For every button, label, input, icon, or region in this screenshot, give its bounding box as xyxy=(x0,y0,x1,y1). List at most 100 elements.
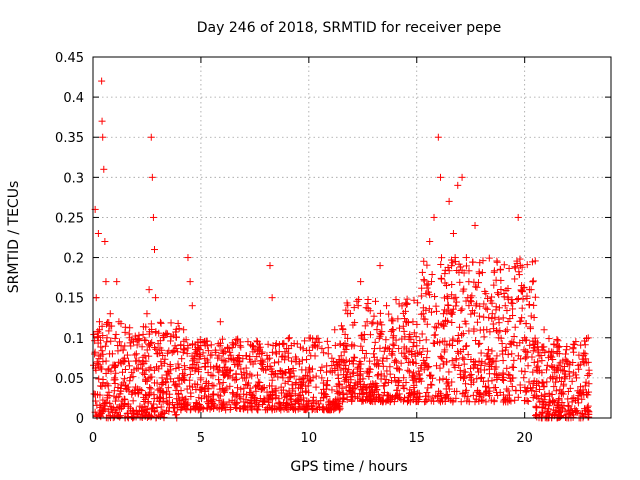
data-point xyxy=(96,408,104,416)
data-point xyxy=(526,341,534,349)
data-point xyxy=(490,281,498,289)
x-tick-label: 20 xyxy=(516,431,533,446)
data-point xyxy=(493,289,501,297)
data-point xyxy=(365,373,373,381)
data-point xyxy=(140,370,148,378)
data-point xyxy=(432,392,440,400)
data-point xyxy=(478,269,486,277)
data-point xyxy=(457,398,465,406)
data-point xyxy=(434,393,442,401)
data-point xyxy=(426,238,434,246)
data-point xyxy=(525,378,533,386)
data-point xyxy=(134,336,142,344)
data-point xyxy=(462,380,470,388)
data-point xyxy=(495,304,503,312)
data-point xyxy=(195,394,203,402)
data-point xyxy=(102,357,110,365)
data-point xyxy=(100,165,108,173)
data-point xyxy=(465,302,473,310)
data-point xyxy=(133,341,141,349)
data-point xyxy=(101,342,109,350)
data-point xyxy=(545,347,553,355)
data-point xyxy=(472,302,480,310)
data-point xyxy=(142,367,150,375)
data-point xyxy=(392,392,400,400)
data-point xyxy=(472,337,480,345)
data-point xyxy=(444,317,452,325)
data-point xyxy=(478,373,486,381)
data-point xyxy=(240,368,248,376)
data-point xyxy=(111,407,119,415)
data-point xyxy=(106,310,114,318)
data-point xyxy=(124,400,132,408)
data-point xyxy=(249,392,257,400)
data-point xyxy=(389,348,397,356)
data-point xyxy=(563,342,571,350)
data-point xyxy=(382,336,390,344)
data-point xyxy=(330,358,338,366)
data-point xyxy=(371,338,379,346)
data-point xyxy=(175,363,183,371)
data-point xyxy=(231,393,239,401)
data-point xyxy=(347,387,355,395)
data-point xyxy=(436,364,444,372)
data-point xyxy=(174,348,182,356)
data-point xyxy=(286,393,294,401)
data-point xyxy=(153,403,161,411)
data-point xyxy=(205,380,213,388)
data-point xyxy=(156,385,164,393)
data-point xyxy=(466,372,474,380)
data-point xyxy=(416,337,424,345)
data-point xyxy=(379,354,387,362)
data-point xyxy=(503,364,511,372)
data-point xyxy=(154,340,162,348)
data-point xyxy=(331,326,339,334)
data-point xyxy=(470,325,478,333)
data-point xyxy=(503,307,511,315)
data-point xyxy=(363,389,371,397)
data-point xyxy=(328,354,336,362)
data-point xyxy=(531,293,539,301)
data-point xyxy=(457,373,465,381)
data-point xyxy=(342,306,350,314)
data-point xyxy=(486,328,494,336)
data-point xyxy=(110,413,118,421)
data-point xyxy=(552,387,560,395)
data-point xyxy=(529,368,537,376)
data-point xyxy=(127,342,135,350)
data-point xyxy=(104,366,112,374)
data-point xyxy=(401,315,409,323)
data-point xyxy=(221,388,229,396)
data-point xyxy=(516,381,524,389)
data-point xyxy=(237,385,245,393)
data-point xyxy=(499,314,507,322)
data-point xyxy=(414,398,422,406)
data-point xyxy=(410,296,418,304)
data-point xyxy=(476,302,484,310)
data-point xyxy=(529,277,537,285)
data-point xyxy=(469,258,477,266)
data-point xyxy=(138,403,146,411)
data-point xyxy=(443,358,451,366)
data-point xyxy=(226,382,234,390)
data-point xyxy=(382,375,390,383)
data-point xyxy=(377,370,385,378)
data-point xyxy=(560,382,568,390)
data-point xyxy=(455,268,463,276)
data-point xyxy=(491,313,499,321)
data-point xyxy=(438,355,446,363)
data-point xyxy=(345,366,353,374)
data-point xyxy=(477,349,485,357)
data-point xyxy=(126,374,134,382)
data-point xyxy=(398,335,406,343)
data-point xyxy=(306,376,314,384)
data-point xyxy=(284,335,292,343)
data-point xyxy=(263,388,271,396)
data-point xyxy=(394,365,402,373)
data-point xyxy=(389,340,397,348)
data-point xyxy=(460,355,468,363)
data-point xyxy=(518,263,526,271)
data-point xyxy=(564,387,572,395)
data-point xyxy=(498,375,506,383)
data-point xyxy=(397,359,405,367)
